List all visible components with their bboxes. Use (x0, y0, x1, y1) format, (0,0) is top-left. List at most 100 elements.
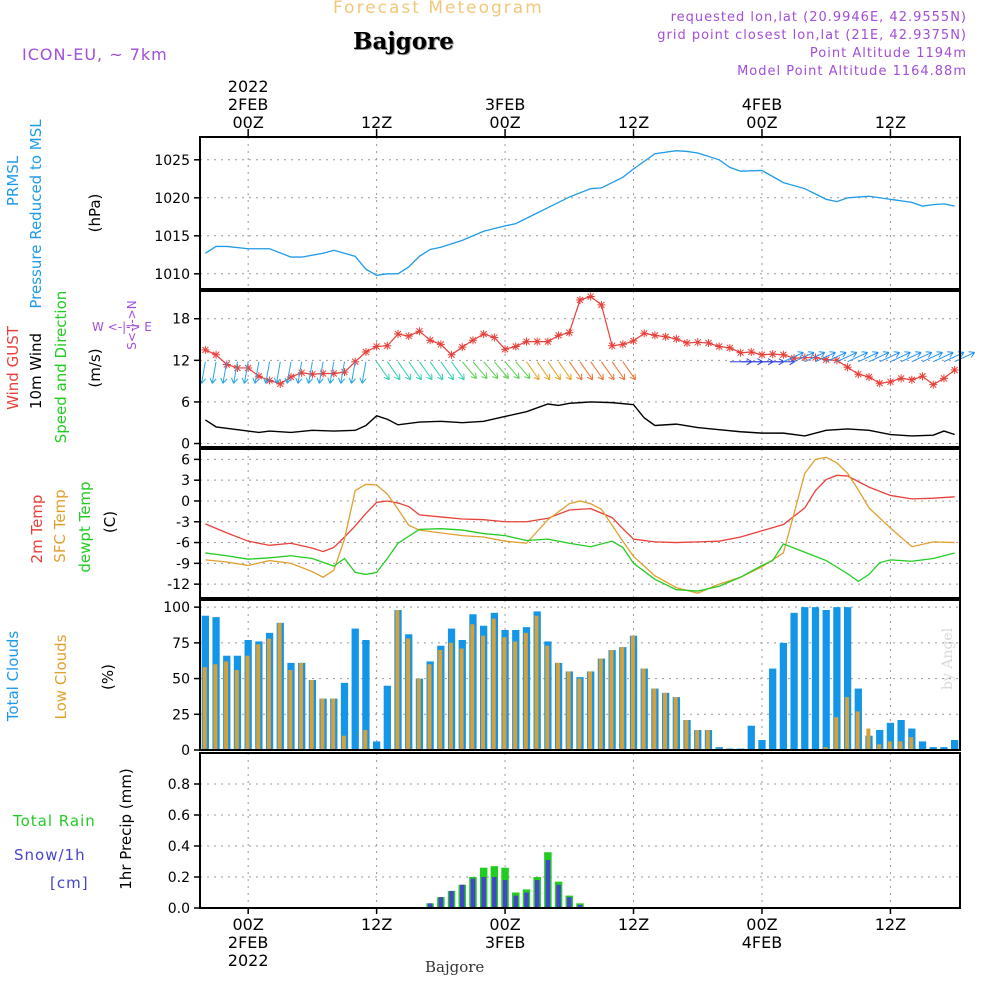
bottom-time-hour: 12Z (875, 915, 906, 934)
bottom-station-name: Bajgore (425, 958, 485, 976)
gust-marker (768, 350, 777, 359)
gust-marker (490, 333, 499, 342)
gust-marker (661, 332, 670, 341)
gust-marker (865, 372, 874, 381)
gust-marker (276, 379, 285, 388)
y-tick-label: 1020 (154, 191, 190, 207)
low-cloud-bar (898, 741, 903, 750)
wind-arrow (284, 361, 292, 384)
bottom-time-hour: 12Z (618, 915, 649, 934)
low-cloud-bar (331, 698, 336, 750)
low-cloud-bar (834, 717, 839, 750)
low-cloud-bar (823, 747, 828, 750)
top-time-day: 4FEB (742, 95, 782, 114)
low-cloud-bar (448, 642, 453, 750)
wind-arrow (451, 361, 465, 381)
gust-marker (554, 331, 563, 340)
total-cloud-bar (340, 682, 349, 750)
low-cloud-bar (662, 692, 667, 750)
gust-marker (329, 369, 338, 378)
gust-marker (715, 342, 724, 351)
total-cloud-bar (362, 640, 370, 750)
gust-marker (340, 368, 349, 377)
low-cloud-bar (545, 645, 550, 750)
snow-bar (438, 897, 444, 908)
snow-bar (481, 877, 486, 908)
y-tick-label: 0.6 (168, 808, 190, 824)
gust-marker (426, 336, 435, 345)
sfc-temp-label: SFC Temp (51, 489, 69, 562)
gust-marker (244, 363, 253, 372)
low-cloud-bar (459, 648, 464, 750)
gust-marker (447, 350, 456, 359)
panel-frame-precip (199, 752, 961, 909)
dewpt-label: dewpt Temp (76, 481, 94, 572)
wind-arrow (376, 361, 390, 381)
clouds-unit-label: (%) (99, 664, 117, 690)
wind-arrow (386, 361, 401, 381)
gust-marker (929, 380, 938, 389)
low-cloud-bar (534, 615, 539, 750)
low-cloud-bar (470, 624, 475, 750)
low-cloud-bar (641, 668, 646, 750)
gust-marker (511, 342, 520, 351)
low-cloud-bar (256, 644, 261, 750)
wind-arrow (858, 351, 879, 363)
low-cloud-bar (705, 730, 710, 750)
low-cloud-bar (320, 698, 325, 750)
gust-marker (319, 369, 328, 378)
gust-marker (875, 379, 884, 388)
wind-arrow (231, 361, 238, 384)
gust-marker (372, 342, 381, 351)
total-cloud-bar (801, 607, 809, 750)
gust-marker (822, 355, 831, 364)
model-name: ICON-EU, ~ 7km (22, 45, 168, 64)
wind-arrow (536, 361, 551, 381)
wind-arrow (933, 351, 954, 363)
wind-arrow (825, 351, 847, 363)
y-tick-label: 50 (172, 672, 190, 688)
bottom-time-year: 2022 (228, 951, 269, 970)
wind-arrow (397, 361, 412, 381)
top-time-hour: 00Z (233, 113, 264, 132)
pressure-desc-label: Pressure Reduced to MSL (27, 119, 45, 309)
low-cloud-bar (363, 730, 368, 750)
top-time-hour: 12Z (618, 113, 649, 132)
total-cloud-bar (372, 741, 381, 750)
wind-arrow (526, 361, 540, 381)
gust-marker (212, 350, 221, 359)
bottom-time-hour: 00Z (489, 915, 520, 934)
total-clouds-label: Total Clouds (4, 631, 22, 723)
low-cloud-bar (673, 697, 678, 750)
y-tick-label: 0.4 (168, 839, 190, 855)
total-cloud-bar (886, 722, 895, 750)
gust-marker (415, 327, 424, 336)
y-tick-label: 12 (172, 353, 190, 369)
wind-arrow (504, 361, 520, 380)
temp-unit-label: (C) (101, 511, 119, 533)
low-cloud-bar (288, 670, 293, 750)
gust-marker (640, 329, 649, 338)
total-cloud-bar (918, 741, 927, 750)
total-cloud-bar (843, 607, 852, 750)
bottom-time-hour: 00Z (233, 915, 264, 934)
gust-marker (618, 340, 627, 349)
wind-unit-label: (m/s) (86, 348, 104, 387)
wind-arrow (558, 361, 572, 381)
wind-arrow (568, 361, 583, 381)
wind-arrow (472, 361, 488, 380)
wind-arrow (879, 351, 901, 363)
wind-arrow (515, 361, 531, 380)
gust-marker (297, 368, 306, 377)
gust-marker (233, 363, 242, 372)
gust-marker (683, 339, 692, 347)
snow-bar (556, 884, 561, 908)
panel-frame-pressure (199, 136, 961, 290)
y-tick-label: 75 (172, 636, 190, 652)
bottom-time-hour: 00Z (746, 915, 777, 934)
low-cloud-bar (438, 650, 443, 750)
total-cloud-bar (383, 685, 391, 750)
low-cloud-bar (491, 618, 496, 750)
gust-marker (608, 341, 617, 350)
